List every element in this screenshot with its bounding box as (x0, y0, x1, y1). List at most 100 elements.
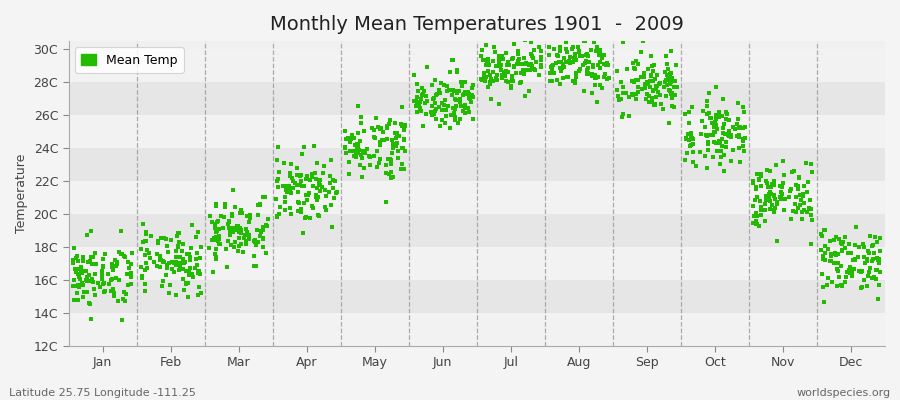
Point (532, 44, 546, 50)
Point (278, 187, 293, 194)
Point (626, 60, 641, 66)
Point (96, 256, 111, 262)
Point (283, 184, 297, 191)
Point (495, 53, 509, 59)
Point (506, 54, 520, 61)
Point (229, 226, 243, 232)
Point (461, 88, 475, 95)
Point (205, 219, 220, 226)
Point (861, 248, 876, 254)
Point (582, 71, 597, 77)
Point (795, 209, 809, 215)
Point (68, 269, 83, 275)
Point (345, 132, 359, 138)
Point (519, 60, 534, 66)
Point (481, 59, 495, 65)
Point (317, 163, 331, 170)
Point (757, 207, 771, 213)
Point (347, 152, 362, 159)
Point (686, 141, 700, 147)
Point (118, 298, 132, 304)
Point (222, 227, 237, 233)
Point (379, 199, 393, 205)
Point (176, 256, 190, 263)
Point (231, 229, 246, 235)
Point (799, 189, 814, 195)
Point (645, 78, 660, 84)
Point (302, 177, 317, 183)
Point (458, 91, 473, 97)
Point (544, 63, 559, 69)
Point (516, 67, 530, 74)
Point (579, 52, 593, 58)
Point (164, 236, 178, 243)
Point (204, 237, 219, 244)
Point (588, 72, 602, 78)
Point (708, 140, 723, 146)
Point (805, 216, 819, 223)
Point (232, 243, 247, 250)
Point (383, 161, 398, 167)
Point (599, 76, 614, 82)
Point (297, 200, 311, 206)
Point (562, 59, 577, 66)
Point (462, 109, 476, 116)
Point (222, 224, 237, 231)
Point (670, 83, 684, 90)
Point (843, 250, 858, 256)
Point (191, 268, 205, 274)
Point (321, 188, 336, 195)
Point (253, 202, 267, 208)
Point (568, 80, 582, 86)
Point (543, 78, 557, 84)
Point (290, 165, 304, 172)
Point (631, 61, 645, 67)
Point (155, 282, 169, 289)
Point (616, 89, 631, 96)
Point (358, 150, 373, 156)
Point (795, 216, 809, 222)
Point (665, 94, 680, 101)
Point (659, 93, 673, 99)
Point (70, 253, 85, 260)
Point (572, 68, 586, 74)
Point (431, 87, 446, 93)
Point (140, 247, 155, 253)
Point (173, 264, 187, 270)
Point (104, 288, 118, 294)
Point (799, 160, 814, 166)
Point (184, 245, 198, 251)
Point (663, 70, 678, 77)
Point (209, 203, 223, 209)
Point (666, 84, 680, 90)
Point (750, 170, 764, 177)
Point (711, 113, 725, 119)
Point (109, 263, 123, 270)
Point (505, 78, 519, 84)
Point (708, 112, 723, 118)
Point (805, 212, 819, 218)
Point (226, 229, 240, 235)
Point (733, 124, 747, 130)
Point (455, 83, 470, 90)
Point (754, 182, 769, 189)
Point (774, 189, 788, 195)
Point (638, 85, 652, 92)
Point (284, 190, 298, 196)
Bar (68, 49, 885, 82)
Point (458, 104, 473, 111)
Point (718, 144, 733, 150)
Point (175, 248, 189, 254)
Point (491, 59, 506, 65)
Point (389, 135, 403, 141)
Point (134, 264, 148, 270)
Point (718, 131, 733, 138)
Point (373, 139, 387, 145)
Point (81, 299, 95, 306)
Point (176, 276, 190, 282)
Point (629, 95, 643, 102)
Point (725, 124, 740, 130)
Point (763, 184, 778, 191)
Point (395, 145, 410, 152)
Point (860, 258, 874, 264)
